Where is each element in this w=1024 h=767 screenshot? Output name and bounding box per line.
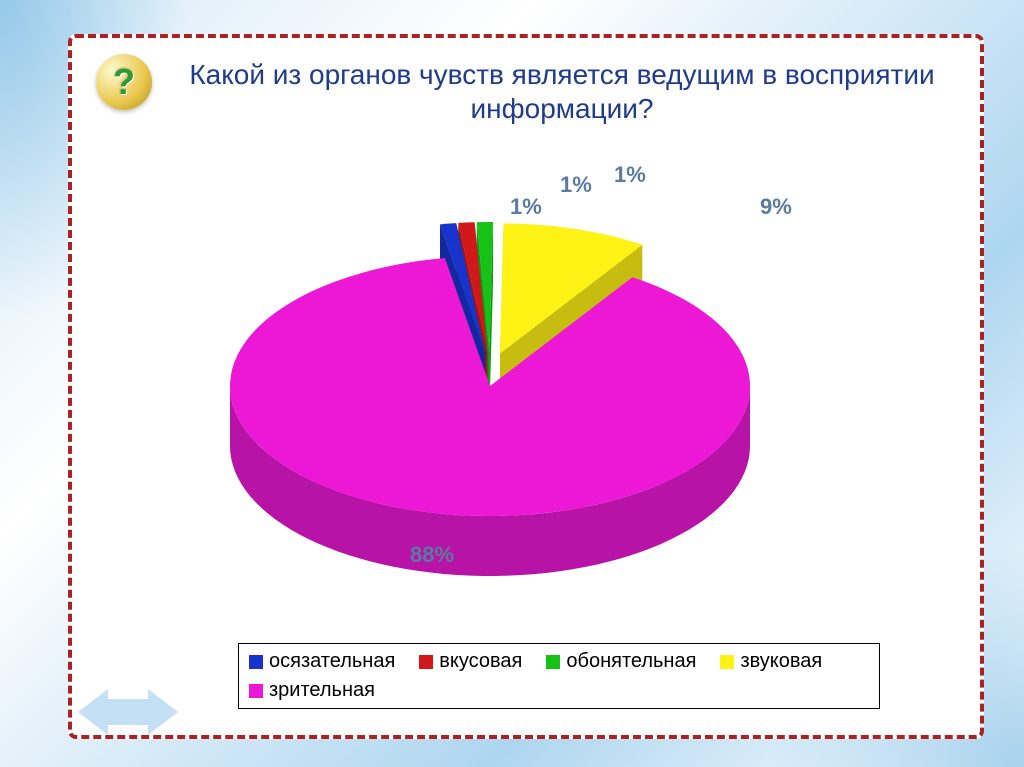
legend-swatch xyxy=(546,655,560,669)
legend: осязательная вкусовая обонятельная звуковая… xyxy=(238,643,880,709)
legend-label: звуковая xyxy=(740,650,822,673)
legend-label: обонятельная xyxy=(566,650,696,673)
chart-data-label: 88% xyxy=(410,542,454,568)
slide: ? Какой из органов чувств является ведущ… xyxy=(0,0,1024,767)
chart-data-label: 1% xyxy=(560,172,592,198)
legend-item: звуковая xyxy=(720,650,822,673)
legend-item: осязательная xyxy=(249,650,395,673)
slide-title: Какой из органов чувств является ведущим… xyxy=(180,58,944,125)
question-icon: ? xyxy=(96,54,152,110)
legend-item: вкусовая xyxy=(419,650,522,673)
question-mark-glyph: ? xyxy=(113,64,135,100)
pie-chart: 1% 1% 1% 9% 88% xyxy=(120,156,920,576)
legend-swatch xyxy=(249,684,263,698)
chart-data-label: 1% xyxy=(614,162,646,188)
legend-label: зрительная xyxy=(269,679,375,702)
legend-label: осязательная xyxy=(269,650,395,673)
legend-swatch xyxy=(249,655,263,669)
chart-data-label: 9% xyxy=(760,194,792,220)
nav-arrow-icon xyxy=(78,689,178,735)
legend-label: вкусовая xyxy=(439,650,522,673)
legend-swatch xyxy=(419,655,433,669)
legend-swatch xyxy=(720,655,734,669)
chart-data-label: 1% xyxy=(510,194,542,220)
legend-item: обонятельная xyxy=(546,650,696,673)
legend-item: зрительная xyxy=(249,679,375,702)
